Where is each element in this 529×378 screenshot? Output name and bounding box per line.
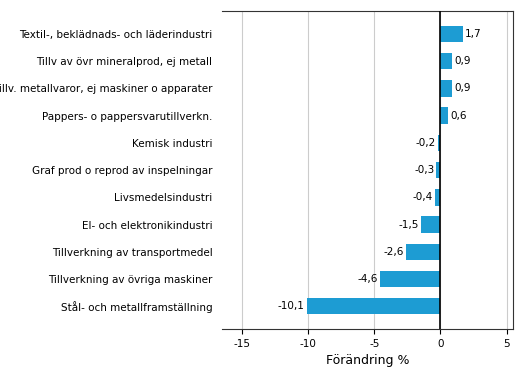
Text: -0,2: -0,2 [415, 138, 436, 148]
Bar [380, 271, 441, 287]
Text: 0,9: 0,9 [454, 56, 471, 66]
Bar [441, 107, 449, 124]
Bar [441, 26, 463, 42]
X-axis label: Förändring %: Förändring % [326, 354, 409, 367]
Text: -1,5: -1,5 [398, 220, 418, 229]
Bar [307, 298, 441, 314]
Text: -0,3: -0,3 [414, 165, 434, 175]
Text: -2,6: -2,6 [384, 247, 404, 257]
Bar [421, 216, 441, 233]
Text: 1,7: 1,7 [465, 29, 481, 39]
Bar [406, 244, 441, 260]
Bar [438, 135, 441, 151]
Text: 0,9: 0,9 [454, 84, 471, 93]
Text: -10,1: -10,1 [278, 301, 305, 311]
Bar [441, 53, 452, 69]
Bar [436, 162, 441, 178]
Text: -0,4: -0,4 [413, 192, 433, 202]
Bar [435, 189, 441, 206]
Text: -4,6: -4,6 [357, 274, 378, 284]
Text: 0,6: 0,6 [450, 111, 467, 121]
Bar [441, 80, 452, 96]
